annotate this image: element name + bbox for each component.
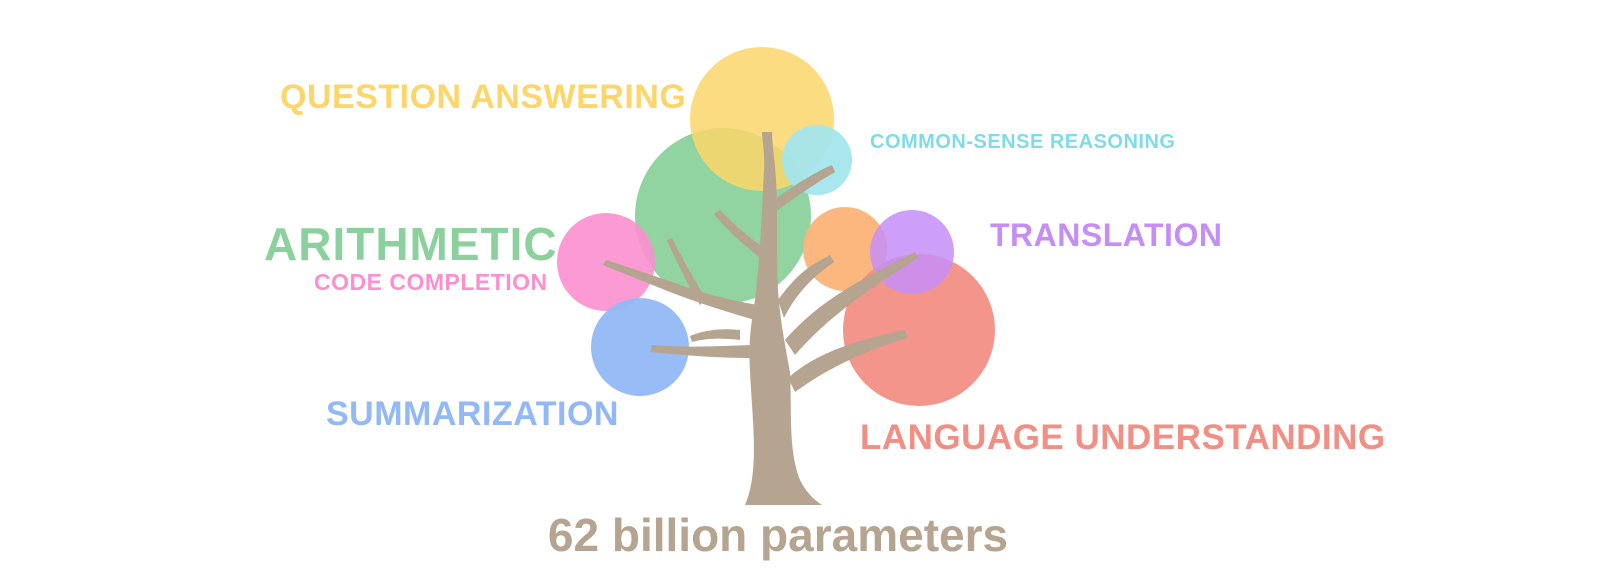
- common-sense-reasoning-circle: [782, 125, 852, 195]
- translation-label: TRANSLATION: [990, 217, 1223, 253]
- translation-circle: [870, 210, 954, 294]
- summarization-label: SUMMARIZATION: [326, 395, 619, 433]
- language-understanding-label: LANGUAGE UNDERSTANDING: [860, 418, 1386, 457]
- code-completion-label: CODE COMPLETION: [314, 269, 548, 295]
- arithmetic-label: ARITHMETIC: [264, 218, 558, 270]
- language-understanding-circle: [843, 254, 995, 406]
- common-sense-reasoning-label: COMMON-SENSE REASONING: [870, 131, 1176, 153]
- tree-trunk: [603, 132, 918, 505]
- summarization-circle: [591, 298, 689, 396]
- overlap-highlight: [782, 125, 852, 195]
- question-answering-label: QUESTION ANSWERING: [280, 78, 687, 116]
- orange-circle: [803, 207, 887, 291]
- parameters-caption: 62 billion parameters: [547, 509, 1009, 561]
